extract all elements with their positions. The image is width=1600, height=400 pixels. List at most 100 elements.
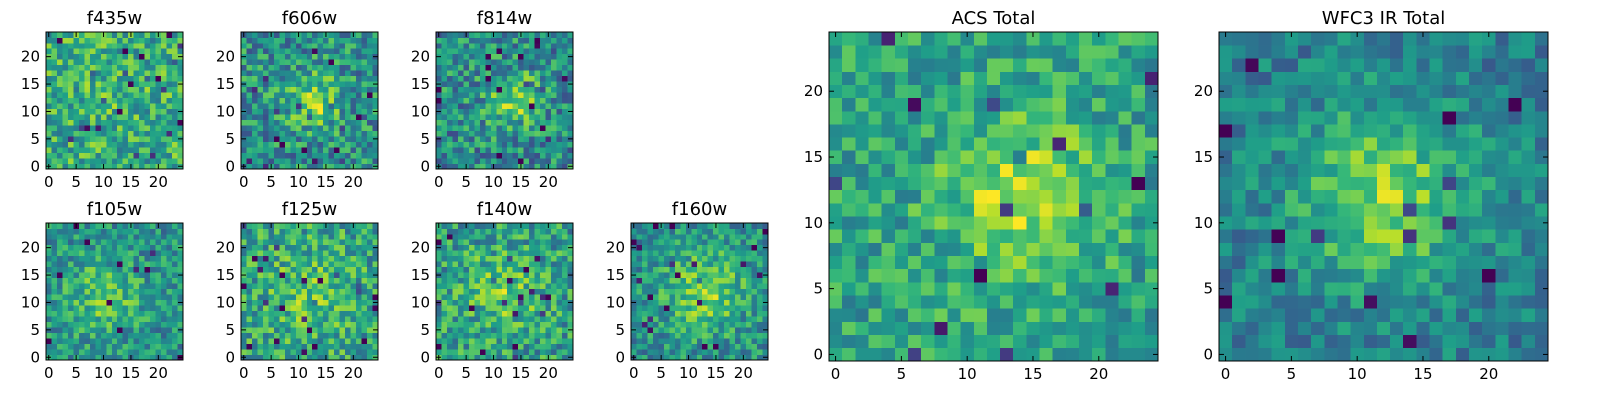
heatmap-cell [718, 255, 725, 262]
heatmap-cell [155, 250, 162, 257]
heatmap-cell [446, 37, 453, 44]
heatmap-cell [490, 158, 497, 164]
heatmap-cell [1000, 268, 1014, 283]
heatmap-cell [279, 327, 286, 333]
heatmap-cell [279, 163, 286, 170]
heatmap-cell [1118, 334, 1132, 349]
heatmap-cell [139, 316, 145, 322]
heatmap-cell [290, 272, 297, 279]
heatmap-cell [479, 136, 486, 142]
heatmap-cell [284, 244, 291, 251]
heatmap-cell [529, 321, 535, 328]
heatmap-cell [757, 272, 763, 279]
heatmap-cell [868, 295, 882, 309]
heatmap-cell [67, 152, 74, 159]
heatmap-cell [139, 48, 145, 55]
heatmap-cell [534, 86, 541, 93]
heatmap-cell [328, 141, 335, 148]
heatmap-cell [463, 332, 470, 339]
heatmap-cell [441, 48, 448, 55]
heatmap-cell [1131, 163, 1146, 178]
heatmap-cell [306, 228, 313, 235]
heatmap-cell [177, 152, 184, 159]
heatmap-cell [51, 272, 58, 279]
heatmap-cell [345, 48, 351, 55]
heatmap-cell [166, 158, 173, 164]
heatmap-cell [117, 64, 124, 71]
heatmap-cell [696, 294, 703, 301]
heatmap-cell [490, 299, 497, 306]
heatmap-cell [51, 64, 58, 71]
heatmap-cell [73, 310, 80, 317]
heatmap-cell [361, 233, 368, 240]
heatmap-cell [960, 216, 975, 230]
heatmap-cell [150, 108, 156, 115]
heatmap-cell [446, 343, 453, 350]
heatmap-cell [735, 283, 741, 290]
heatmap-cell [306, 136, 313, 142]
heatmap-cell [290, 277, 297, 284]
heatmap-cell [350, 125, 357, 131]
heatmap-cell [262, 119, 269, 126]
heatmap-cell [117, 266, 124, 273]
heatmap-cell [172, 239, 178, 246]
heatmap-cell [317, 75, 324, 82]
heatmap-cell [262, 332, 269, 339]
heatmap-cell [95, 321, 102, 328]
heatmap-cell [735, 332, 741, 339]
heatmap-cell [1052, 347, 1067, 362]
heatmap-cell [446, 223, 453, 229]
heatmap-cell [323, 92, 329, 99]
heatmap-cell [284, 261, 291, 268]
heatmap-cell [177, 233, 184, 240]
heatmap-cell [452, 103, 459, 110]
heatmap-cell [757, 338, 763, 344]
heatmap-cell [62, 294, 69, 301]
heatmap-cell [257, 86, 264, 93]
heatmap-cell [361, 81, 368, 88]
heatmap-cell [842, 216, 856, 230]
heatmap-cell [56, 294, 63, 301]
heatmap-cell [1013, 163, 1027, 178]
heatmap-cell [150, 59, 156, 66]
heatmap-cell [339, 233, 346, 240]
heatmap-cell [551, 233, 557, 240]
heatmap-cell [463, 272, 470, 279]
heatmap-cell [133, 277, 140, 284]
heatmap-cell [317, 316, 324, 322]
heatmap-cell [545, 103, 552, 110]
heatmap-cell [150, 125, 156, 131]
heatmap-cell [652, 223, 659, 229]
heatmap-cell [663, 332, 670, 339]
heatmap-cell [67, 223, 74, 229]
heatmap-cell [306, 283, 313, 290]
heatmap-cell [317, 37, 324, 44]
heatmap-cell [284, 310, 291, 317]
heatmap-cell [106, 75, 113, 82]
heatmap-cell [257, 233, 264, 240]
heatmap-cell [691, 338, 698, 344]
heatmap-cell [246, 81, 253, 88]
heatmap-cell [372, 48, 379, 55]
heatmap-cell [128, 266, 134, 273]
heatmap-cell [457, 354, 464, 361]
heatmap-cell [718, 288, 725, 295]
heatmap-cell [696, 332, 703, 339]
heatmap-cell [306, 114, 313, 120]
heatmap-cell [842, 282, 856, 296]
heatmap-cell [328, 294, 335, 301]
heatmap-cell [122, 316, 129, 322]
heatmap-cell [150, 321, 156, 328]
heatmap-cell [529, 233, 535, 240]
heatmap-cell [111, 42, 118, 49]
heatmap-cell [301, 244, 308, 251]
heatmap-cell [73, 158, 80, 164]
heatmap-cell [446, 266, 453, 273]
heatmap-cell [436, 64, 442, 71]
heatmap-cell [166, 266, 173, 273]
heatmap-cell [122, 92, 129, 99]
heatmap-cell [441, 283, 448, 290]
heatmap-cell [757, 255, 763, 262]
heatmap-cell [485, 261, 492, 268]
heatmap-cell [301, 37, 308, 44]
